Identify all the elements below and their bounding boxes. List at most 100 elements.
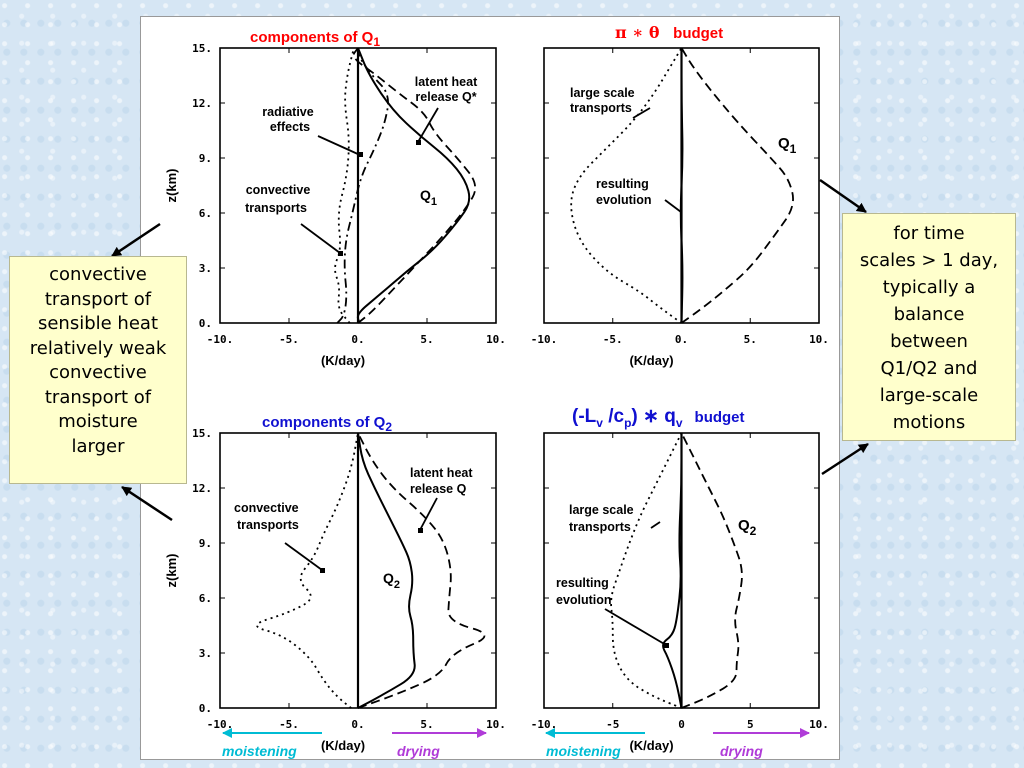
chart-1-series-dashed bbox=[352, 47, 477, 324]
pointer-large-scale-q2 bbox=[650, 521, 661, 529]
chart-1-xtick-label: 0. bbox=[351, 333, 364, 346]
chart-4-series-dashed bbox=[680, 432, 743, 709]
pointer-dot-1 bbox=[358, 152, 363, 157]
left-note-line: convective bbox=[49, 362, 147, 383]
chart-3-series-dotted bbox=[256, 432, 359, 709]
chart-2-series-solid bbox=[679, 48, 684, 324]
chart-3: -10. -5. 0. 5. 10. 0. 3. 6. 9. 12. 15. (K/day) z(km) bbox=[164, 427, 506, 753]
chart-3-annotations: convective transports latent heat releas… bbox=[234, 466, 473, 591]
annotation-large-scale-q2-2: transports bbox=[569, 520, 631, 534]
chart-3-series-solid bbox=[357, 432, 416, 709]
chart-3-ytick-label: 6. bbox=[199, 592, 212, 605]
annotation-latent-q2: latent heat bbox=[410, 466, 473, 480]
right-note-line: between bbox=[890, 331, 968, 352]
chart-2-annotations: large scale transports Q1 resulting evol… bbox=[570, 86, 797, 207]
pointer-resulting bbox=[664, 199, 682, 213]
chart-2: -10. -5. 0. 5. 10. (K/day) bbox=[531, 47, 829, 368]
annotation-large-scale-2: transports bbox=[570, 101, 632, 115]
chart-3-ytick-label: 9. bbox=[199, 537, 212, 550]
chart-2-xtick-label: 5. bbox=[744, 333, 757, 346]
annotation-q2: Q2 bbox=[383, 570, 400, 591]
right-note-box: for time scales > 1 day, typically a bal… bbox=[842, 213, 1016, 441]
chart-1-ytick-label: 6. bbox=[199, 207, 212, 220]
left-note-box: convective transport of sensible heat re… bbox=[9, 256, 187, 484]
chart-2-series-dotted bbox=[570, 47, 683, 324]
direction-labels: moistening drying moistening drying bbox=[222, 743, 763, 759]
left-note-line: relatively weak bbox=[29, 337, 167, 359]
arrow-to-left-note-bottom bbox=[121, 485, 173, 522]
chart-3-xtick-label: 5. bbox=[420, 718, 433, 731]
chart-1-ytick-label: 3. bbox=[199, 262, 212, 275]
chart-3-ytick-label: 12. bbox=[192, 482, 212, 495]
chart-2-xtick-label: -5. bbox=[603, 333, 623, 346]
chart-1-series-dotted bbox=[334, 47, 355, 324]
chart-4-title: (-Lv /cp) ∗ qv budget bbox=[572, 406, 745, 430]
annotation-convective-q2: convective bbox=[234, 501, 299, 515]
chart-2-series-dashed bbox=[680, 47, 794, 324]
chart-3-xtick-label: -10. bbox=[207, 718, 234, 731]
annotation-convective-q2-2: transports bbox=[237, 518, 299, 532]
chart-4-series-solid bbox=[662, 433, 683, 709]
right-note-line: balance bbox=[893, 304, 965, 325]
annotation-resulting-q2-2: evolution bbox=[556, 593, 612, 607]
chart-3-ylabel: z(km) bbox=[164, 554, 179, 588]
arrow-to-right-note-top bbox=[819, 178, 867, 214]
pointer-latent bbox=[417, 107, 439, 143]
chart-4-annotations: large scale transports Q2 resulting evol… bbox=[556, 503, 757, 607]
annotation-radiative-effects-2: effects bbox=[270, 120, 310, 134]
drying-label-right: drying bbox=[720, 743, 763, 759]
pointer-resulting-q2 bbox=[604, 608, 667, 646]
chart-1-series-dash-dot bbox=[336, 48, 389, 324]
chart-3-ytick-label: 0. bbox=[199, 702, 212, 715]
figure-panel bbox=[140, 16, 840, 760]
pointer-radiative bbox=[317, 135, 361, 156]
note-arrows bbox=[111, 178, 869, 522]
chart-4-xtick-label: -5 bbox=[606, 718, 619, 731]
right-note-line: Q1/Q2 and bbox=[880, 358, 978, 379]
chart-4-xtick-label: 5 bbox=[747, 718, 754, 731]
annotation-latent-heat: latent heat bbox=[415, 75, 478, 89]
chart-1-xlabel: (K/day) bbox=[321, 353, 365, 368]
annotation-radiative-effects: radiative bbox=[262, 105, 313, 119]
drying-label-left: drying bbox=[397, 743, 440, 759]
left-note-line: convective bbox=[49, 264, 147, 285]
annotation-large-scale: large scale bbox=[570, 86, 635, 100]
moistening-label-right: moistening bbox=[546, 743, 621, 759]
arrow-to-right-note-bottom bbox=[821, 442, 869, 476]
annotation-latent-q2-2: release Q bbox=[410, 482, 467, 496]
right-note-line: motions bbox=[892, 412, 966, 433]
chart-3-xlabel: (K/day) bbox=[321, 738, 365, 753]
pointer-dot-4 bbox=[320, 568, 325, 573]
plots-group: -10. -5. 0. 5. 10. 0. 3. 6. 9. 12. 15. (K/day) z(km)… bbox=[164, 42, 829, 753]
annotation-q1: Q1 bbox=[420, 187, 437, 208]
pointer-dot-3 bbox=[338, 251, 343, 256]
pointer-large-scale bbox=[632, 107, 651, 119]
chart-3-xtick-label: -5. bbox=[279, 718, 299, 731]
annotation-latent-heat-2: release Q* bbox=[415, 90, 476, 104]
pointer-dot-6 bbox=[664, 643, 669, 648]
pointer-dot-5 bbox=[418, 528, 423, 533]
chart-3-series-dashed bbox=[357, 432, 486, 709]
left-note-line: larger bbox=[71, 435, 125, 457]
chart-3-ytick-label: 3. bbox=[199, 647, 212, 660]
chart-4-xtick-label: 10. bbox=[809, 718, 829, 731]
chart-2-xtick-label: 0. bbox=[675, 333, 688, 346]
chart-1-series-solid bbox=[356, 47, 471, 324]
left-note-line: moisture bbox=[58, 411, 138, 432]
chart-1-ytick-label: 12. bbox=[192, 97, 212, 110]
left-note-line: transport of bbox=[44, 386, 152, 408]
chart-2-title: π ∗ θ budget bbox=[615, 23, 723, 42]
left-note-line: sensible heat bbox=[37, 313, 159, 334]
chart-4-xlabel: (K/day) bbox=[629, 738, 673, 753]
pointer-lines bbox=[284, 107, 682, 646]
annotation-q1-right: Q1 bbox=[778, 135, 797, 156]
chart-1-xtick-label: -5. bbox=[279, 333, 299, 346]
annotation-q2-right: Q2 bbox=[738, 517, 757, 538]
right-note-line: for time bbox=[893, 223, 965, 244]
chart-2-xtick-label: -10. bbox=[531, 333, 558, 346]
chart-1-title: components of Q1 bbox=[250, 29, 380, 49]
chart-1-ytick-label: 0. bbox=[199, 317, 212, 330]
chart-4: -10. -5 0 5 10. (K/day) bbox=[531, 432, 829, 753]
moistening-label-left: moistening bbox=[222, 743, 297, 759]
